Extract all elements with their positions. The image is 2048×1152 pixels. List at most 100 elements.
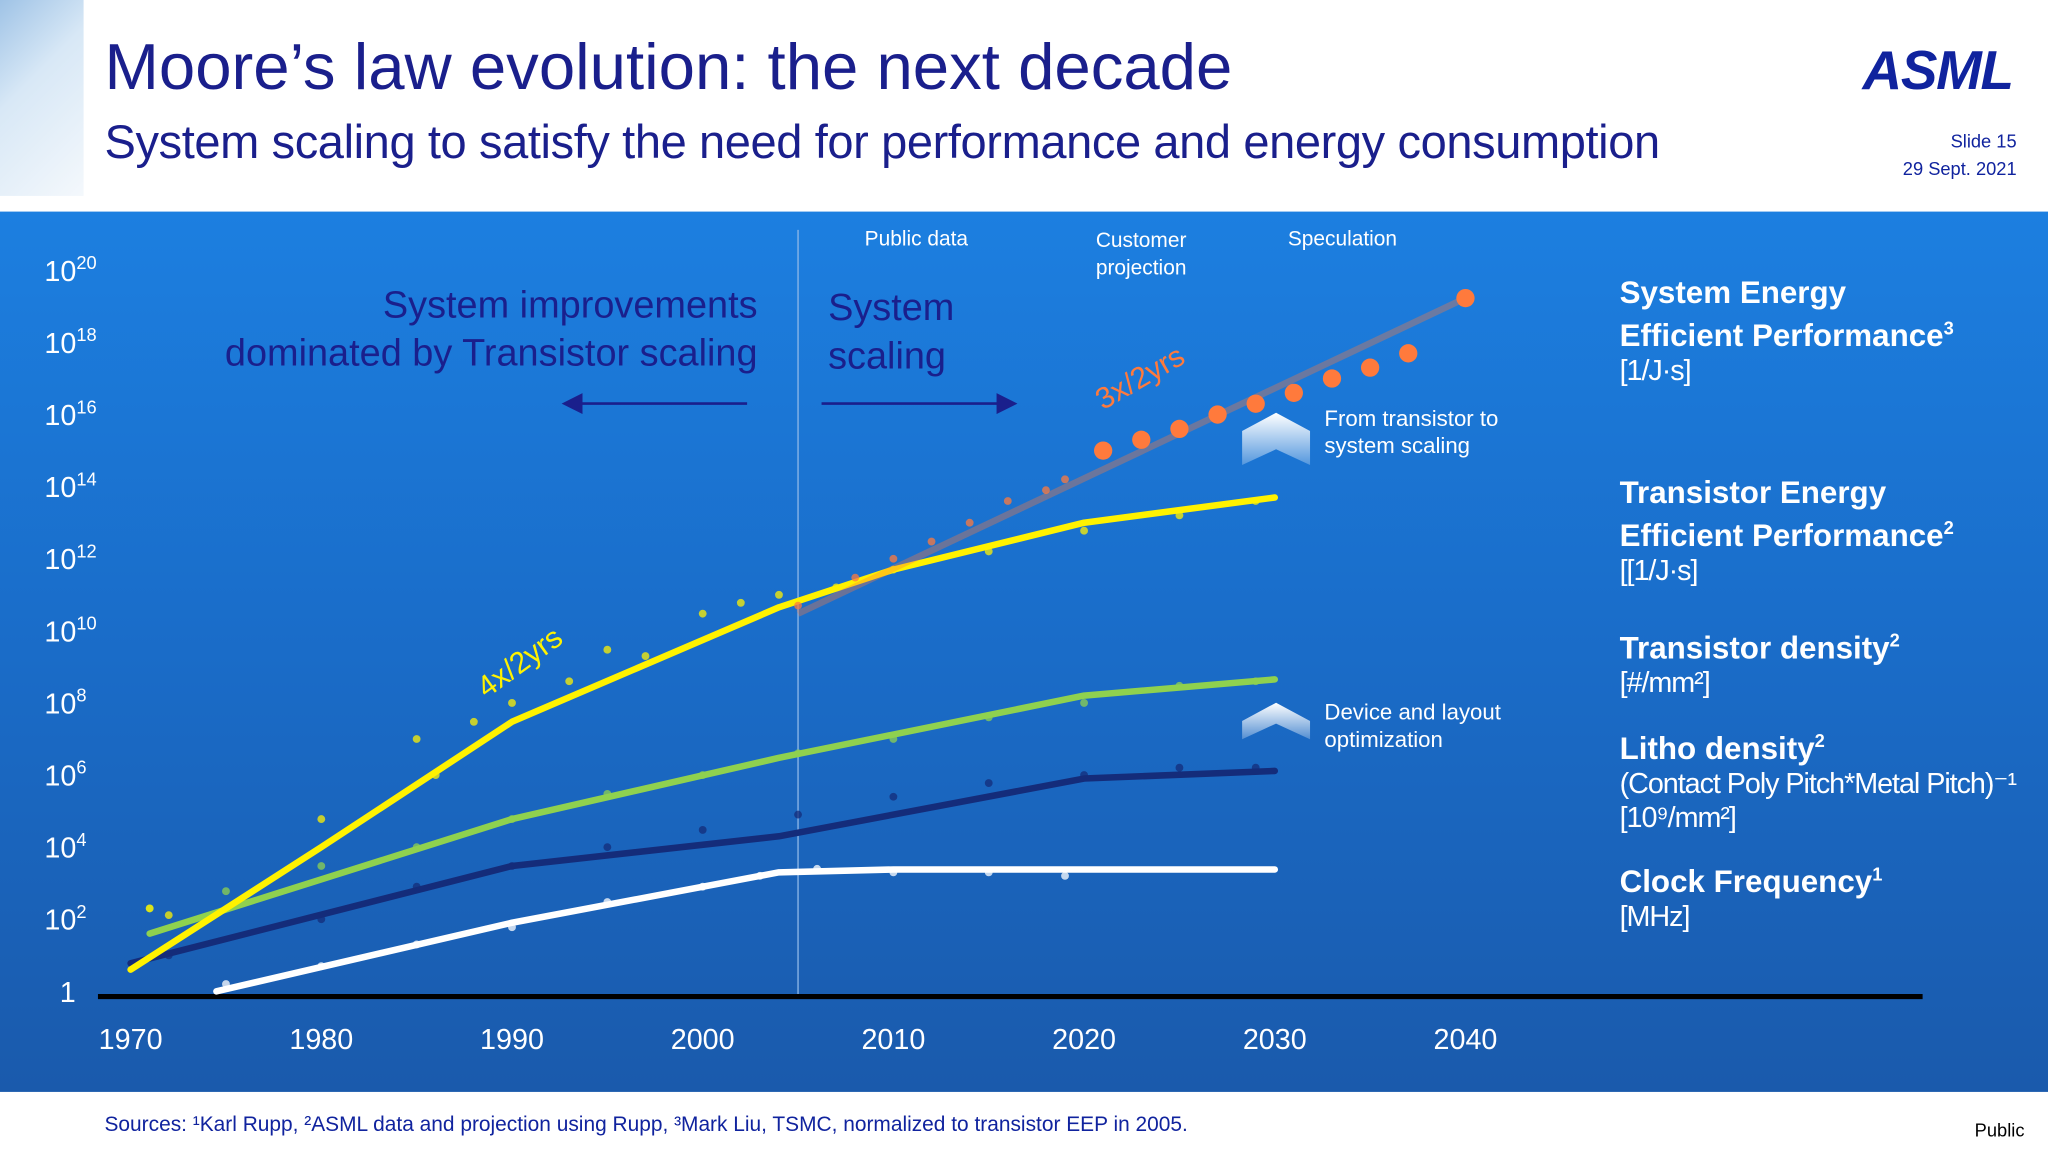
legend-transistor-eep: Transistor Energy Efficient Performance2… <box>1619 475 1954 588</box>
legend-title: Transistor Energy <box>1619 475 1887 511</box>
data-point <box>736 598 745 607</box>
label-transistor-era: System improvements dominated by Transis… <box>196 282 758 379</box>
label-transition-note: From transistor to system scaling <box>1324 405 1498 460</box>
legend-unit: [1/J·s] <box>1619 353 1692 387</box>
legend-title-text: Transistor density <box>1619 630 1890 667</box>
legend-litho-density: Litho density2 (Contact Poly Pitch*Metal… <box>1619 724 2017 835</box>
data-point <box>698 826 707 834</box>
data-point <box>851 573 860 582</box>
data-point <box>1061 475 1069 484</box>
legend-unit: [#/mm²] <box>1619 666 1711 699</box>
y-tick-label: 1014 <box>44 468 96 504</box>
label-line: dominated by Transistor scaling <box>224 333 758 375</box>
fit-line-transistor-energy-efficient-performance <box>127 494 1279 973</box>
y-tick-label: 1016 <box>44 396 96 432</box>
data-point <box>412 735 421 743</box>
data-point <box>317 862 326 870</box>
decorative-graphic <box>0 0 84 196</box>
data-point <box>1175 763 1184 772</box>
legend-title-2: Efficient Performance <box>1619 518 1944 554</box>
legend-unit: [[1/J·s] <box>1619 553 1699 587</box>
legend-unit: [MHz] <box>1619 899 1691 933</box>
y-tick-label: 1 <box>60 977 76 1009</box>
data-point <box>889 554 898 563</box>
x-tick-label: 2010 <box>861 1024 925 1056</box>
data-point <box>1080 526 1088 535</box>
legend-title-2: Efficient Performance <box>1619 318 1944 354</box>
projection-point <box>1456 288 1475 308</box>
data-point <box>927 537 936 546</box>
projection-point <box>1246 394 1265 413</box>
classification-label: Public <box>1974 1119 2025 1141</box>
data-point <box>164 911 173 920</box>
data-point <box>641 652 650 660</box>
fit-line-transistor-density <box>146 676 1279 937</box>
legend-system-eep: System Energy Efficient Performance3 [1/… <box>1619 276 1954 388</box>
projection-point <box>1284 383 1303 403</box>
fit-line-litho-density <box>127 767 1279 967</box>
slide-number: Slide 15 <box>1950 130 2017 152</box>
y-tick-label: 102 <box>44 901 86 937</box>
legend-title: Efficient Performance3 <box>1620 311 1954 354</box>
label-line: Device and layout <box>1324 700 1501 725</box>
legend-unit: [10⁹/mm²] <box>1619 800 1737 834</box>
label-line: scaling <box>828 335 946 378</box>
data-point <box>603 843 612 852</box>
data-point <box>965 518 974 527</box>
projection-point <box>1399 344 1418 363</box>
y-tick-label: 1020 <box>44 252 96 288</box>
legend-footnote: 2 <box>1814 730 1825 752</box>
y-tick-label: 1018 <box>44 324 96 360</box>
legend-title: Litho density2 <box>1620 724 2016 767</box>
slide-info: Slide 15 29 Sept. 2021 <box>1903 128 2017 183</box>
data-point <box>508 699 516 707</box>
legend-unit: (Contact Poly Pitch*Metal Pitch)⁻¹ <box>1619 766 2017 800</box>
y-tick-label: 106 <box>44 757 86 793</box>
projection-point <box>1094 441 1113 460</box>
data-point <box>145 904 154 913</box>
label-line: Customer <box>1095 229 1187 253</box>
page-title: Moore’s law evolution: the next decade <box>104 30 1233 104</box>
label-speculation: Speculation <box>1287 228 1398 251</box>
chart-area <box>0 211 2048 1092</box>
data-point <box>469 717 478 726</box>
y-tick-label: 1012 <box>44 540 96 576</box>
projection-point <box>1132 430 1151 449</box>
chevron-up-icon <box>1242 412 1311 465</box>
data-point <box>1003 497 1012 505</box>
x-tick-label: 2040 <box>1434 1024 1498 1056</box>
data-point <box>889 792 898 801</box>
data-point <box>1080 699 1088 707</box>
label-system-era: System scaling <box>828 285 954 382</box>
label-line: From transistor to <box>1324 406 1499 432</box>
x-tick-label: 1980 <box>289 1024 353 1056</box>
data-point <box>1061 871 1069 880</box>
y-tick-label: 1010 <box>44 613 96 649</box>
data-point <box>984 779 993 787</box>
legend-footnote: 2 <box>1943 517 1954 539</box>
data-point <box>603 645 612 654</box>
x-tick-label: 2030 <box>1243 1024 1307 1056</box>
y-tick-label: 108 <box>44 685 86 721</box>
data-point <box>222 887 230 896</box>
y-tick-label: 104 <box>44 829 86 865</box>
data-point <box>698 609 707 618</box>
label-customer-projection: Customer projection <box>1096 227 1187 282</box>
projection-point <box>1322 369 1342 388</box>
projection-point <box>1170 419 1189 439</box>
legend-footnote: 3 <box>1943 317 1954 339</box>
data-point <box>794 601 802 610</box>
legend-title: Efficient Performance2 <box>1620 511 1954 554</box>
header: Moore’s law evolution: the next decade S… <box>0 0 2048 212</box>
label-device-note: Device and layout optimization <box>1324 699 1501 754</box>
legend-transistor-density: Transistor density2 [#/mm²] <box>1620 623 1900 700</box>
label-line: System <box>828 287 955 330</box>
legend-title-text: Clock Frequency <box>1619 864 1873 900</box>
label-line: optimization <box>1324 727 1443 753</box>
sources-footnote: Sources: ¹Karl Rupp, ²ASML data and proj… <box>104 1114 1188 1137</box>
x-tick-label: 1990 <box>480 1024 544 1056</box>
system-eep-trend-line <box>796 295 1467 617</box>
label-line: projection <box>1095 257 1187 280</box>
